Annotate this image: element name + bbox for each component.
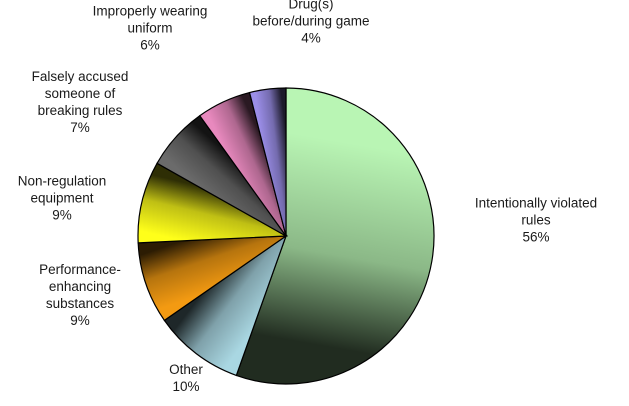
slice-value-label: 7% [70, 120, 90, 135]
slice-category-label: Falsely accused [32, 69, 129, 84]
slice-category-label: rules [521, 213, 551, 228]
pie-slice-4 [137, 162, 289, 244]
slice-label-4: Non-regulation equipment 9% [18, 174, 107, 223]
slice-category-label: Improperly wearing [93, 4, 208, 19]
pie-slice-1 [235, 87, 435, 385]
slice-value-label: 9% [52, 208, 72, 223]
slice-category-label: Intentionally violated [475, 196, 597, 211]
slice-category-label: uniform [127, 21, 172, 36]
slice-value-label: 10% [172, 379, 199, 394]
slice-label-6: Improperly wearing uniform 6% [93, 4, 208, 53]
slice-value-label: 9% [70, 313, 90, 328]
pie-slice-2 [163, 234, 288, 377]
slice-category-label: breaking rules [38, 103, 123, 118]
pie-slice-3 [137, 235, 289, 322]
slice-category-label: Non-regulation [18, 174, 107, 189]
slice-label-2: Other 10% [169, 362, 203, 394]
slice-category-label: someone of [45, 86, 116, 101]
slice-value-label: 56% [522, 230, 549, 245]
slice-category-label: equipment [30, 191, 93, 206]
slice-label-5: Falsely accused someone of breaking rules 7… [32, 69, 129, 135]
slice-label-7: Drug(s) before/during game 4% [252, 0, 369, 46]
slice-category-label: Performance- [39, 262, 121, 277]
pie-slice-7 [248, 87, 287, 237]
slice-category-label: substances [46, 296, 115, 311]
slice-label-1: Intentionally violated rules 56% [475, 196, 597, 245]
slice-category-label: Drug(s) [288, 0, 333, 12]
pie-slices [137, 87, 435, 385]
slice-value-label: 4% [301, 31, 321, 46]
slice-label-3: Performance-enhancing substances 9% [39, 262, 121, 328]
slice-category-label: before/during game [252, 14, 369, 29]
pie-labels: Intentionally violated rules 56% Other 10% Pe… [18, 0, 597, 394]
slice-category-label: enhancing [49, 279, 111, 294]
slice-value-label: 6% [140, 38, 160, 53]
slice-category-label: Other [169, 362, 203, 377]
